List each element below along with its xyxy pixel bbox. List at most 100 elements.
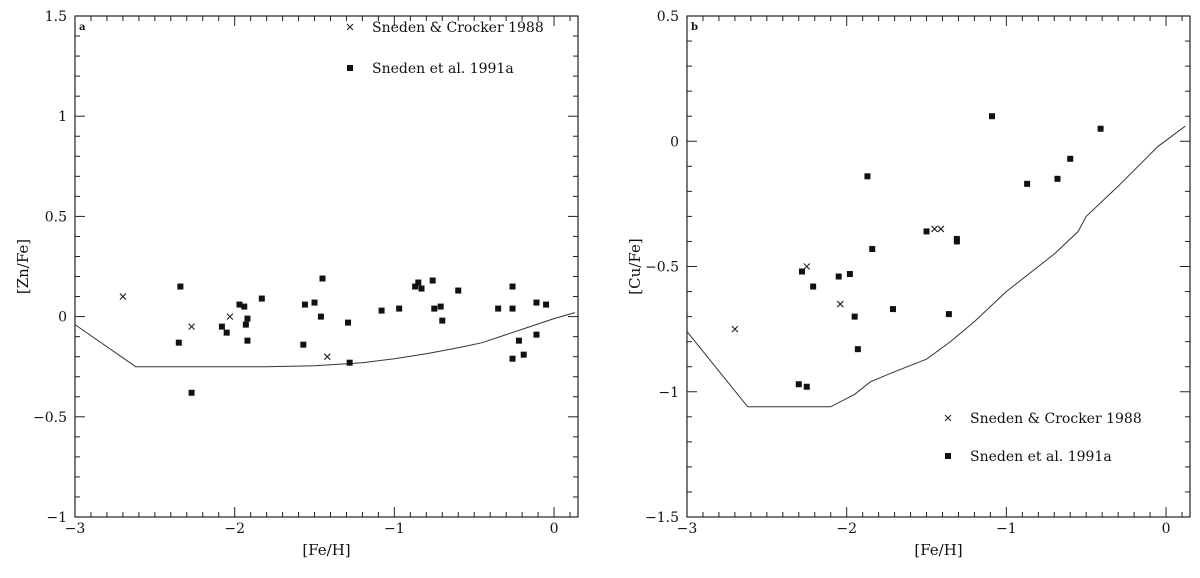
legend-entry: Sneden et al. 1991a (347, 61, 514, 77)
square-marker (218, 323, 225, 330)
x-tick-label: 0 (550, 521, 559, 537)
square-marker (242, 321, 249, 328)
x-tick-label: 0 (1162, 521, 1171, 537)
square-marker (543, 301, 550, 308)
square-marker (520, 351, 527, 358)
plot-frame (686, 15, 1191, 518)
x-tick-label: −1 (384, 521, 405, 537)
x-axis-label: [Fe/H] (302, 541, 350, 559)
square-marker (988, 113, 995, 120)
y-tick-label: −1 (658, 385, 679, 401)
square-marker (177, 283, 184, 290)
legend-entry: Sneden & Crocker 1988 (346, 20, 544, 36)
square-marker (864, 173, 871, 180)
legend: Sneden & Crocker 1988 Sneden et al. 1991a (944, 411, 1142, 465)
square-marker (258, 295, 265, 302)
square-marker (945, 311, 952, 318)
legend-entry: Sneden & Crocker 1988 (944, 411, 1142, 427)
cross-marker (944, 414, 952, 422)
y-axis-label: [Zn/Fe] (14, 239, 32, 294)
cross-marker (119, 293, 127, 300)
x-tick-label: −2 (224, 521, 245, 537)
y-tick-label: 0 (670, 134, 679, 150)
cross-marker (931, 225, 938, 233)
square-marker (223, 329, 230, 336)
square-marker (347, 65, 353, 71)
square-marker (175, 339, 182, 346)
cross-marker (836, 300, 844, 308)
square-marker (244, 315, 251, 322)
y-tick-label: −1.5 (645, 510, 679, 526)
y-tick-label: −1 (46, 510, 67, 526)
square-marker (455, 287, 462, 294)
x-axis-label: [Fe/H] (914, 541, 962, 559)
square-marker (300, 341, 307, 348)
model-curve (686, 125, 1186, 408)
model-curve (74, 312, 575, 368)
cross-marker (937, 225, 945, 233)
cross-marker (803, 263, 811, 270)
square-marker (509, 355, 516, 362)
cross-marker (346, 23, 354, 31)
square-marker (810, 283, 817, 290)
legend-label: Sneden et al. 1991a (372, 61, 514, 77)
y-tick-label: −0.5 (645, 260, 679, 276)
square-marker (945, 453, 951, 459)
y-tick-label: 1 (58, 109, 67, 125)
legend-label: Sneden & Crocker 1988 (970, 411, 1142, 427)
square-marker (846, 271, 853, 278)
square-marker (835, 273, 842, 280)
square-marker (795, 381, 802, 388)
square-marker (889, 306, 896, 313)
square-marker (509, 305, 516, 312)
square-marker (345, 319, 352, 326)
y-tick-label: −0.5 (33, 410, 67, 426)
x-tick-label: −3 (677, 521, 698, 537)
square-marker (396, 305, 403, 312)
panel-b: b −3 −2 −1 0 −1.5 −1 −0.5 0 0.5 [Fe/H] [Cu/Fe] Snede… (626, 9, 1191, 559)
square-marker (1097, 125, 1104, 132)
square-marker (533, 299, 540, 306)
panel-letter: a (79, 22, 86, 33)
square-marker (495, 305, 502, 312)
square-marker (869, 245, 876, 252)
square-marker (418, 285, 425, 292)
square-marker (509, 283, 516, 290)
square-marker (1054, 175, 1061, 182)
x-tick-label: −1 (996, 521, 1017, 537)
cross-marker (731, 325, 739, 333)
square-marker (241, 303, 248, 310)
square-marker (803, 383, 810, 390)
square-marker (415, 279, 422, 286)
y-axis-label: [Cu/Fe] (626, 238, 644, 294)
legend-entry: Sneden et al. 1991a (945, 449, 1112, 465)
square-marker (854, 346, 861, 353)
square-marker (439, 317, 446, 324)
square-marker (798, 268, 805, 275)
panel-letter: b (691, 22, 698, 33)
y-tick-label: 1.5 (45, 9, 67, 25)
square-marker (1067, 155, 1074, 162)
square-marker (515, 337, 522, 344)
square-marker (319, 275, 326, 282)
square-marker (311, 299, 318, 306)
legend-label: Sneden & Crocker 1988 (372, 20, 544, 36)
x-tick-label: −3 (65, 521, 86, 537)
square-marker (431, 305, 438, 312)
x-tick-label: −2 (836, 521, 857, 537)
square-marker (317, 313, 324, 320)
square-marker (188, 389, 195, 396)
square-marker (437, 303, 444, 310)
legend-label: Sneden et al. 1991a (970, 449, 1112, 465)
square-marker (953, 235, 960, 242)
panel-a: a −3 −2 −1 0 −1 −0.5 0 0.5 1 1.5 [Fe/H] [Zn/Fe] Snede… (14, 9, 579, 559)
cross-marker (226, 313, 234, 320)
legend: Sneden & Crocker 1988 Sneden et al. 1991a (346, 20, 544, 77)
y-tick-label: 0 (58, 310, 67, 326)
y-tick-label: 0.5 (657, 9, 679, 25)
plot-frame (74, 15, 579, 518)
cross-marker (188, 323, 195, 331)
cross-marker (323, 353, 331, 361)
square-marker (429, 277, 436, 284)
